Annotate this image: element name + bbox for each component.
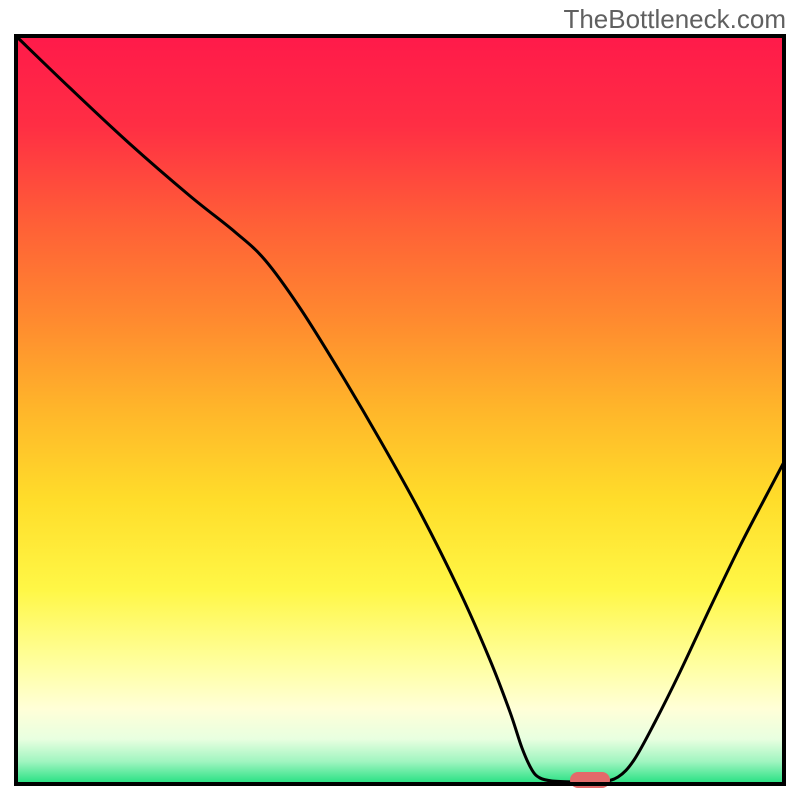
watermark-text: TheBottleneck.com: [563, 4, 786, 35]
plot-background: [16, 36, 784, 784]
bottleneck-chart: [0, 0, 800, 800]
